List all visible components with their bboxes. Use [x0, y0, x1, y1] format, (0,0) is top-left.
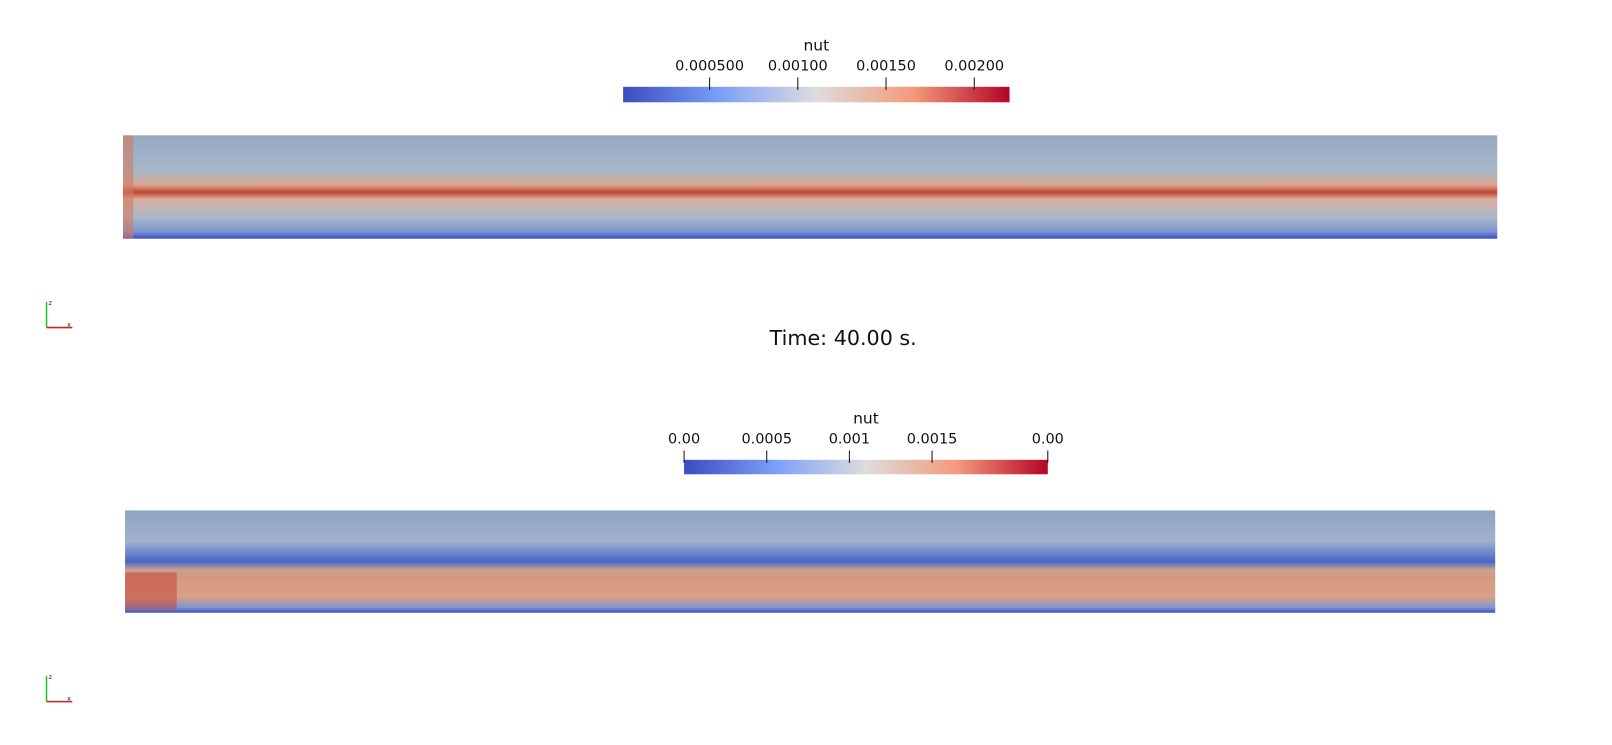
axis-z-label: z — [49, 674, 52, 681]
colorbar-tick-label: 0.0005 — [741, 431, 792, 447]
inlet-region — [125, 572, 177, 610]
colorbar-title: nut — [803, 37, 829, 55]
colorbar-tick-label: 0.0015 — [907, 431, 958, 447]
axis-x-label: x — [67, 322, 71, 329]
colorbar-tick-label: 0.00 — [668, 431, 700, 447]
field-render — [122, 135, 1498, 239]
colorbar-tick-label: 0.000500 — [675, 58, 744, 74]
colorbar-tick-label: 0.00200 — [944, 58, 1004, 74]
colorbar-tick-label: 0.00150 — [856, 58, 916, 74]
colorbar — [684, 459, 1048, 475]
colorbar-tick-label: 0.001 — [829, 431, 870, 447]
time-label: Time: 40.00 s. — [769, 326, 917, 350]
field-render — [125, 510, 1496, 613]
colorbar-tick-label: 0.00 — [1032, 431, 1064, 447]
inlet-region — [122, 135, 134, 239]
colorbar-title: nut — [853, 410, 879, 428]
axis-z-label: z — [49, 300, 52, 307]
colorbar-tick-label: 0.00100 — [768, 58, 828, 74]
axis-x-label: x — [67, 696, 71, 703]
colorbar — [623, 86, 1010, 103]
